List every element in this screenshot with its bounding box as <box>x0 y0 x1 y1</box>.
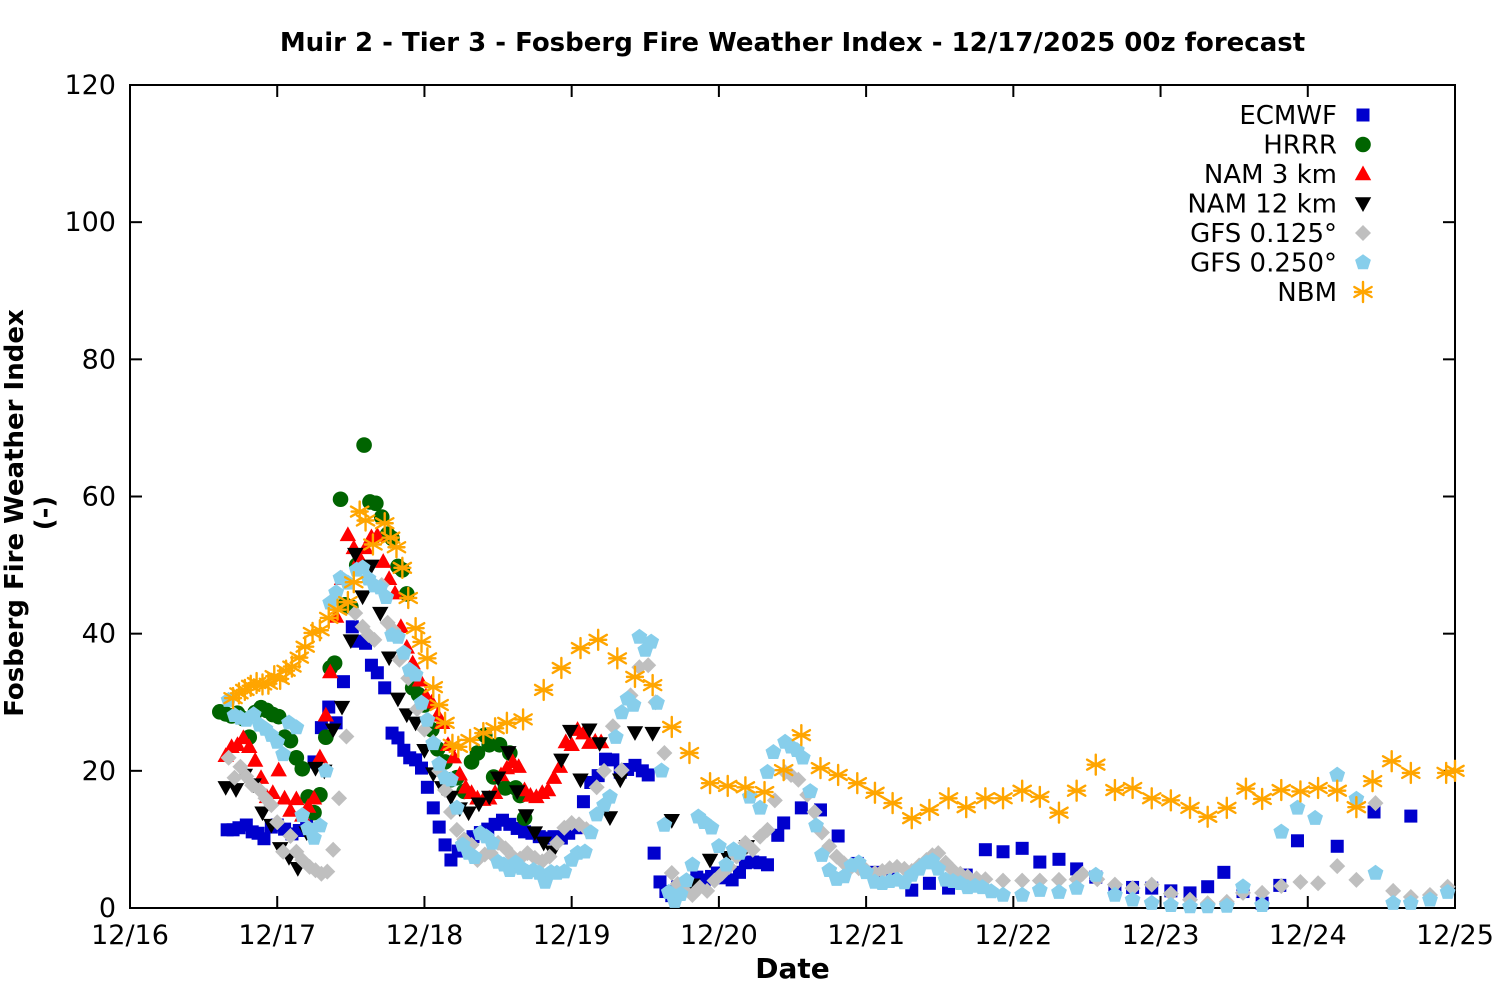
legend-label: NAM 3 km <box>1204 160 1337 190</box>
y-tick-label: 0 <box>99 893 116 924</box>
x-tick-label: 12/18 <box>386 920 464 951</box>
y-tick-label: 20 <box>82 756 116 787</box>
y-tick-label: 60 <box>82 482 116 513</box>
legend-label: GFS 0.250° <box>1190 249 1337 279</box>
x-axis-label: Date <box>755 952 830 985</box>
x-tick-label: 12/23 <box>1122 920 1200 951</box>
y-tick-label: 100 <box>64 207 116 238</box>
series-nam-12-km <box>217 547 756 894</box>
legend-marker-circle <box>1355 136 1371 153</box>
x-tick-label: 12/22 <box>974 920 1052 951</box>
y-tick-label: 80 <box>82 344 116 375</box>
y-tick-label: 120 <box>64 70 116 101</box>
x-tick-label: 12/25 <box>1416 920 1494 951</box>
series-nbm <box>223 500 1465 830</box>
legend-marker-square <box>1356 108 1370 122</box>
x-tick-label: 12/24 <box>1269 920 1347 951</box>
legend-label: NBM <box>1277 278 1337 308</box>
legend-marker-triangle-down <box>1354 197 1372 212</box>
x-tick-label: 12/16 <box>91 920 169 951</box>
x-tick-label: 12/19 <box>533 920 611 951</box>
legend-item-ecmwf: ECMWF <box>1239 101 1370 131</box>
x-tick-label: 12/20 <box>680 920 758 951</box>
legend-item-nam-3-km: NAM 3 km <box>1204 160 1372 190</box>
x-tick-label: 12/17 <box>238 920 316 951</box>
legend-marker-asterisk <box>1353 280 1373 304</box>
axis-ticks <box>129 84 1456 909</box>
legend-label: NAM 12 km <box>1187 190 1337 220</box>
y-tick-label: 40 <box>82 619 116 650</box>
legend-label: HRRR <box>1263 131 1337 161</box>
legend-label: ECMWF <box>1239 101 1337 131</box>
legend-item-gfs-0-250-: GFS 0.250° <box>1190 249 1371 279</box>
legend-item-gfs-0-125-: GFS 0.125° <box>1190 219 1371 249</box>
chart-title: Muir 2 - Tier 3 - Fosberg Fire Weather I… <box>279 28 1306 58</box>
legend-item-nbm: NBM <box>1277 278 1373 308</box>
legend-label: GFS 0.125° <box>1190 219 1337 249</box>
legend-item-nam-12-km: NAM 12 km <box>1187 190 1372 220</box>
legend-marker-triangle-up <box>1354 165 1372 181</box>
legend-marker-pentagon <box>1355 254 1371 270</box>
series-gfs-0-250- <box>220 559 1456 914</box>
legend-item-hrrr: HRRR <box>1263 131 1371 161</box>
legend-marker-diamond <box>1355 225 1371 241</box>
x-tick-label: 12/21 <box>827 920 905 951</box>
